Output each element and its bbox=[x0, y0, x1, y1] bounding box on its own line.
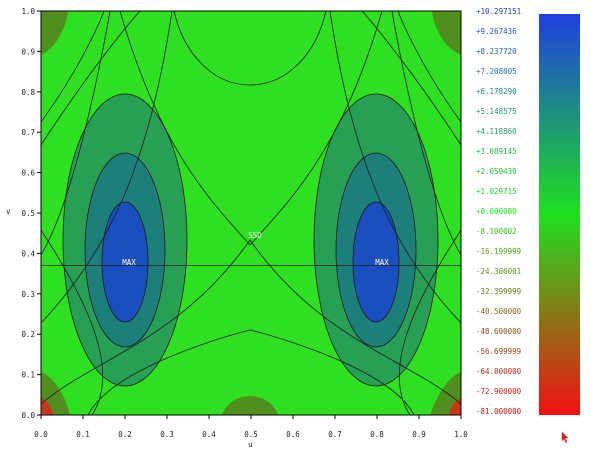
region-bottom-right bbox=[430, 372, 461, 415]
colorbar-level-label: +7.208005 bbox=[476, 67, 517, 76]
y-tick-label: 0.3 bbox=[21, 290, 35, 299]
y-tick-label: 0.7 bbox=[21, 128, 35, 137]
x-axis: 0.0 0.1 0.2 0.3 0.4 0.5 0.6 0.7 0.8 0.9 1.0 bbox=[34, 415, 468, 439]
y-axis: 1.0 0.9 0.8 0.7 0.6 0.5 0.4 0.3 0.2 0.1 0.0 bbox=[21, 7, 41, 420]
colorbar-level-label: -56.699999 bbox=[476, 347, 521, 356]
y-tick-label: 0.8 bbox=[21, 88, 35, 97]
well-right-outline-3 bbox=[352, 201, 400, 323]
well-left-outline-3 bbox=[101, 201, 149, 323]
colorbar-level-label: -72.900000 bbox=[476, 387, 522, 396]
x-tick-label: 0.7 bbox=[328, 430, 342, 439]
colorbar-level-label: -64.800000 bbox=[476, 367, 522, 376]
y-tick-label: 0.0 bbox=[21, 411, 35, 420]
max-label-right: MAX bbox=[375, 258, 389, 267]
x-tick-label: 0.6 bbox=[286, 430, 300, 439]
saddle-label: SSD bbox=[248, 231, 262, 240]
plot-area: MAX MAX SSD bbox=[41, 11, 461, 415]
y-tick-label: 0.2 bbox=[21, 330, 35, 339]
y-tick-label: 0.5 bbox=[21, 209, 35, 218]
region-red-bottom-right bbox=[449, 398, 461, 415]
well-right-outline-2 bbox=[335, 152, 417, 348]
colorbar-level-label: -81.000000 bbox=[476, 407, 522, 416]
x-tick-label: 0.1 bbox=[76, 430, 90, 439]
colorbar-level-label: +0.000000 bbox=[476, 207, 517, 216]
y-tick-label: 0.1 bbox=[21, 371, 35, 380]
well-right-outline-1 bbox=[313, 93, 439, 387]
colorbar-level-label: +5.148575 bbox=[476, 107, 517, 116]
region-bottom-center bbox=[222, 396, 278, 415]
colorbar-level-label: -32.399999 bbox=[476, 287, 521, 296]
x-tick-label: 0.0 bbox=[34, 430, 48, 439]
colorbar-level-label: -40.500000 bbox=[476, 307, 522, 316]
colorbar-level-label: -24.300001 bbox=[476, 267, 521, 276]
max-label-left: MAX bbox=[122, 258, 136, 267]
region-red-bottom-left bbox=[41, 398, 53, 415]
x-tick-label: 0.5 bbox=[244, 430, 258, 439]
colorbar-level-label: +10.297151 bbox=[476, 7, 521, 16]
colorbar bbox=[539, 14, 580, 415]
mouse-cursor-icon bbox=[561, 431, 569, 444]
well-right-level-3 bbox=[353, 202, 399, 322]
y-tick-label: 0.6 bbox=[21, 169, 35, 178]
colorbar-labels: +10.297151 +9.267436 +8.237720 +7.208005 +6.… bbox=[476, 7, 522, 416]
well-left-outline-1 bbox=[62, 93, 188, 387]
x-axis-label: u bbox=[248, 440, 253, 449]
x-tick-label: 0.9 bbox=[412, 430, 426, 439]
y-tick-label: 1.0 bbox=[21, 7, 35, 16]
region-top-left bbox=[41, 11, 68, 55]
y-tick-label: 0.4 bbox=[21, 249, 35, 258]
colorbar-level-label: +9.267436 bbox=[476, 27, 517, 36]
x-tick-label: 0.3 bbox=[160, 430, 174, 439]
x-tick-label: 0.4 bbox=[202, 430, 216, 439]
colorbar-level-label: +3.089145 bbox=[476, 147, 517, 156]
x-tick-label: 0.8 bbox=[370, 430, 384, 439]
y-tick-label: 0.9 bbox=[21, 47, 35, 56]
colorbar-level-label: +6.178290 bbox=[476, 87, 517, 96]
colorbar-level-label: +1.029715 bbox=[476, 187, 517, 196]
colorbar-level-label: +2.059430 bbox=[476, 167, 517, 176]
well-left-outline-2 bbox=[84, 152, 166, 348]
colorbar-level-label: +4.118860 bbox=[476, 127, 517, 136]
colorbar-level-label: -8.100002 bbox=[476, 227, 517, 236]
colorbar-level-label: -48.600000 bbox=[476, 327, 522, 336]
y-axis-label: v bbox=[6, 207, 11, 216]
well-left-level-3 bbox=[102, 202, 148, 322]
x-tick-label: 0.2 bbox=[118, 430, 132, 439]
region-top-right bbox=[432, 11, 461, 55]
x-tick-label: 1.0 bbox=[454, 430, 468, 439]
colorbar-level-label: +8.237720 bbox=[476, 47, 517, 56]
colorbar-level-label: -16.199999 bbox=[476, 247, 521, 256]
